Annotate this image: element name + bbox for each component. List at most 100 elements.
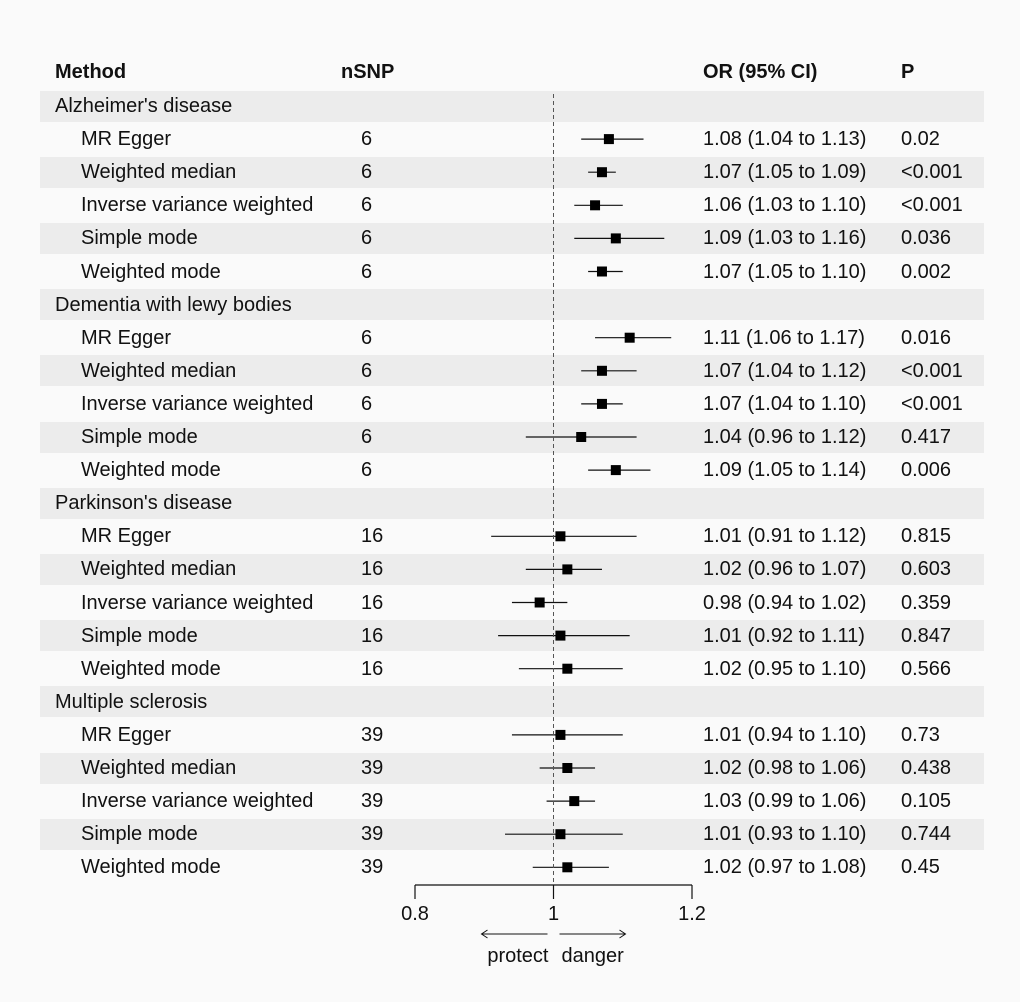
- p-value-cell: 0.036: [901, 227, 952, 250]
- p-value-cell: 0.006: [901, 459, 952, 482]
- method-cell: Inverse variance weighted: [81, 591, 314, 614]
- p-value-cell: 0.815: [901, 525, 952, 548]
- method-cell: Weighted mode: [81, 459, 221, 482]
- or-ci-cell: 1.07 (1.04 to 1.12): [703, 359, 867, 382]
- table-row: Simple mode 39 1.01 (0.93 to 1.10) 0.744: [0, 818, 1020, 851]
- row-stripe: [40, 421, 984, 453]
- group-heading-row: Parkinson's disease: [0, 487, 1020, 520]
- method-cell: Weighted mode: [81, 260, 221, 283]
- or-header: OR (95% CI): [703, 60, 818, 83]
- table-row: Simple mode 16 1.01 (0.92 to 1.11) 0.847: [0, 619, 1020, 652]
- point-estimate: [569, 796, 580, 807]
- row-stripe: [40, 553, 984, 585]
- nsnp-cell: 6: [361, 326, 373, 349]
- group-name: Alzheimer's disease: [55, 95, 233, 117]
- method-cell: MR Egger: [81, 326, 172, 349]
- group-row-background: [40, 90, 984, 122]
- method-cell: Weighted median: [81, 558, 237, 581]
- p-value-cell: 0.016: [901, 326, 952, 349]
- method-cell: MR Egger: [81, 525, 172, 548]
- table-row: Simple mode 6 1.09 (1.03 to 1.16) 0.036: [0, 222, 1020, 255]
- or-ci-cell: 1.07 (1.05 to 1.10): [703, 260, 867, 283]
- point-estimate: [603, 134, 614, 145]
- group-heading-row: Multiple sclerosis: [0, 685, 1020, 718]
- row-stripe: [40, 355, 984, 387]
- method-cell: Inverse variance weighted: [81, 790, 314, 813]
- table-row: Weighted mode 16 1.02 (0.95 to 1.10) 0.566: [0, 652, 1020, 685]
- p-value-cell: 0.45: [901, 856, 940, 879]
- header-row: Method nSNP OR (95% CI) P: [0, 55, 1020, 88]
- nsnp-cell: 6: [361, 426, 373, 448]
- point-estimate: [624, 332, 635, 343]
- point-estimate: [596, 266, 607, 277]
- nsnp-cell: 6: [361, 227, 373, 250]
- nsnp-cell: 16: [361, 591, 384, 614]
- table-row: Weighted mode 39 1.02 (0.97 to 1.08) 0.45: [0, 851, 1020, 884]
- x-tick-label: 0.8: [401, 903, 429, 925]
- table-row: Inverse variance weighted 6 1.07 (1.04 to …: [0, 387, 1020, 420]
- point-estimate: [562, 564, 573, 575]
- p-value-cell: <0.001: [901, 392, 963, 415]
- nsnp-cell: 39: [361, 757, 384, 779]
- or-ci-cell: 1.11 (1.06 to 1.17): [703, 326, 865, 349]
- x-tick-label: 1: [548, 903, 559, 925]
- p-value-cell: 0.847: [901, 624, 952, 647]
- nsnp-cell: 39: [361, 823, 384, 846]
- p-value-cell: 0.566: [901, 657, 952, 680]
- or-ci-cell: 1.01 (0.92 to 1.11): [703, 624, 865, 647]
- or-ci-cell: 1.07 (1.05 to 1.09): [703, 161, 867, 184]
- protect-arrowhead: [480, 929, 488, 939]
- nsnp-cell: 6: [361, 459, 373, 482]
- or-ci-cell: 1.09 (1.05 to 1.14): [703, 459, 867, 482]
- or-ci-cell: 1.04 (0.96 to 1.12): [703, 426, 867, 448]
- nsnp-cell: 39: [361, 790, 384, 813]
- method-header: Method: [55, 60, 127, 83]
- nsnp-cell: 16: [361, 558, 384, 581]
- group-name: Dementia with lewy bodies: [55, 293, 292, 316]
- nsnp-cell: 6: [361, 359, 373, 382]
- point-estimate: [596, 365, 607, 376]
- row-stripe: [40, 752, 984, 784]
- point-estimate: [534, 597, 545, 608]
- danger-arrowhead: [619, 929, 627, 939]
- point-estimate: [596, 167, 607, 178]
- or-ci-cell: 1.01 (0.93 to 1.10): [703, 823, 867, 846]
- point-estimate: [562, 663, 573, 674]
- table-row: Inverse variance weighted 39 1.03 (0.99 to…: [0, 785, 1020, 818]
- p-value-cell: 0.603: [901, 558, 952, 581]
- point-estimate: [562, 862, 573, 873]
- method-cell: Simple mode: [81, 823, 198, 846]
- table-row: Weighted median 39 1.02 (0.98 to 1.06) 0.43…: [0, 752, 1020, 785]
- table-row: Weighted median 6 1.07 (1.05 to 1.09) <0.00…: [0, 156, 1020, 189]
- p-value-cell: 0.002: [901, 260, 952, 283]
- nsnp-cell: 6: [361, 392, 373, 415]
- nsnp-cell: 39: [361, 856, 384, 879]
- p-value-cell: 0.744: [901, 823, 952, 846]
- point-estimate: [610, 233, 621, 244]
- point-estimate: [555, 630, 566, 641]
- method-cell: Weighted median: [81, 757, 237, 779]
- group-name: Parkinson's disease: [55, 492, 233, 515]
- p-value-cell: 0.417: [901, 426, 952, 448]
- table-row: MR Egger 39 1.01 (0.94 to 1.10) 0.73: [0, 718, 1020, 751]
- or-ci-cell: 1.09 (1.03 to 1.16): [703, 227, 867, 250]
- group-name: Multiple sclerosis: [55, 690, 208, 713]
- nsnp-header: nSNP: [341, 60, 395, 83]
- group-heading-row: Alzheimer's disease: [0, 90, 1020, 123]
- nsnp-cell: 16: [361, 657, 384, 680]
- point-estimate: [610, 465, 621, 476]
- p-value-cell: 0.359: [901, 591, 952, 614]
- p-value-cell: 0.02: [901, 128, 940, 151]
- point-estimate: [555, 531, 566, 542]
- nsnp-cell: 16: [361, 624, 384, 647]
- method-cell: Weighted mode: [81, 657, 221, 680]
- row-stripe: [40, 222, 984, 254]
- or-ci-cell: 1.03 (0.99 to 1.06): [703, 790, 867, 813]
- table-row: MR Egger 6 1.08 (1.04 to 1.13) 0.02: [0, 123, 1020, 156]
- nsnp-cell: 6: [361, 260, 373, 283]
- or-ci-cell: 1.02 (0.97 to 1.08): [703, 856, 867, 879]
- point-estimate: [576, 432, 587, 442]
- method-cell: Weighted median: [81, 359, 237, 382]
- or-ci-cell: 0.98 (0.94 to 1.02): [703, 591, 867, 614]
